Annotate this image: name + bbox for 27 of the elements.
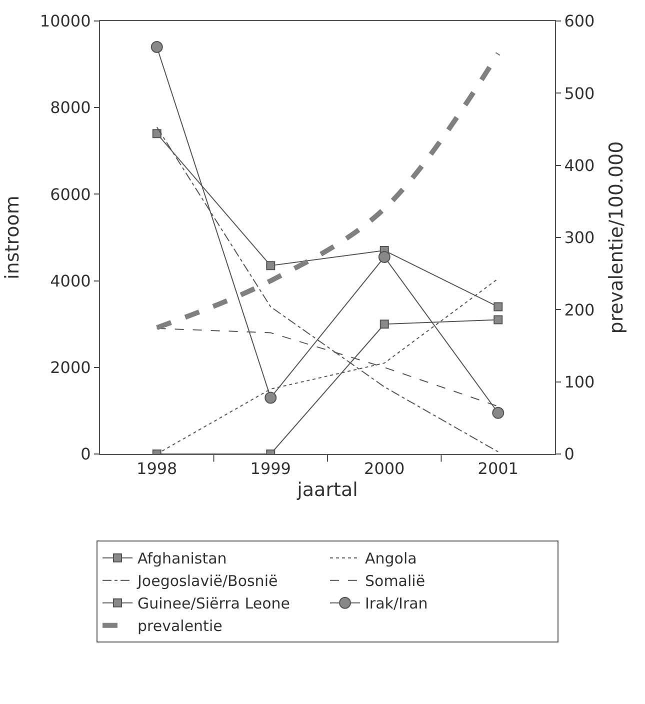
- y2-tick-label: 500: [564, 84, 595, 103]
- x-axis-title: jaartal: [296, 479, 358, 501]
- y-tick-label: 6000: [50, 184, 91, 204]
- y-tick-label: 2000: [50, 358, 91, 377]
- x-tick-label: 1999: [250, 459, 291, 478]
- legend-label: Somalië: [365, 572, 426, 590]
- y2-tick-label: 200: [564, 300, 595, 320]
- y-tick-label: 4000: [50, 271, 91, 290]
- y2-tick-label: 300: [564, 228, 595, 248]
- y-tick-label: 0: [80, 444, 91, 464]
- legend-label: prevalentie: [138, 617, 222, 636]
- y2-axis-title: prevalentie/100.000: [606, 141, 628, 334]
- legend-label: Guinee/Siërra Leone: [138, 594, 290, 613]
- y-tick-label: 8000: [50, 98, 91, 118]
- legend-label: Angola: [365, 550, 417, 568]
- y2-tick-label: 600: [564, 12, 595, 31]
- y2-tick-label: 100: [564, 372, 595, 392]
- legend-label: Joegoslavië/Bosnië: [136, 572, 278, 590]
- x-tick-label: 2001: [478, 459, 518, 478]
- y-tick-label: 10000: [40, 12, 91, 31]
- legend-label: Afghanistan: [138, 550, 227, 568]
- y2-tick-label: 0: [564, 444, 574, 464]
- y2-tick-label: 400: [564, 156, 595, 175]
- legend-label: Irak/Iran: [365, 594, 428, 613]
- x-tick-label: 1998: [136, 459, 178, 478]
- y-axis-title: instroom: [2, 196, 24, 280]
- x-tick-label: 2000: [364, 459, 405, 478]
